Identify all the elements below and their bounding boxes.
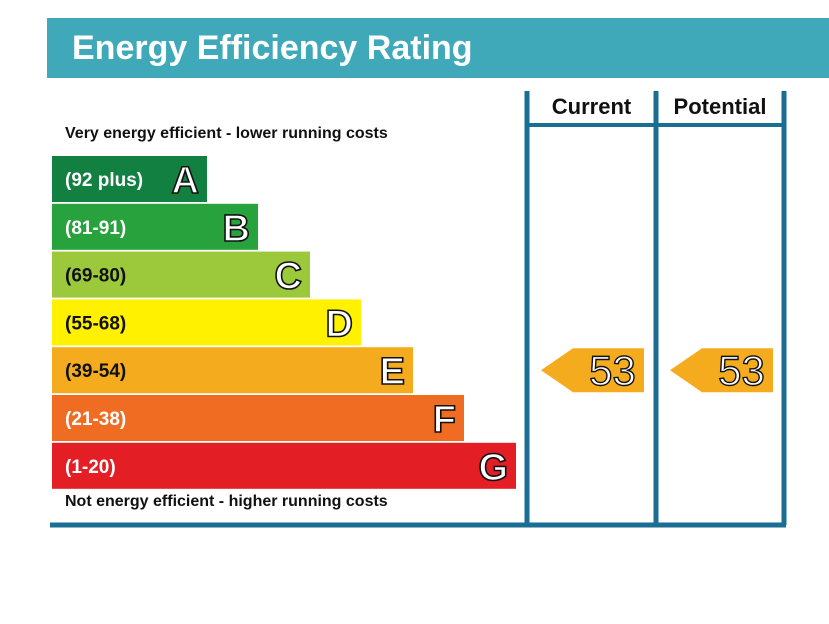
band-bar-b: [52, 203, 258, 250]
band-range-c: (69-80): [65, 266, 126, 287]
rating-value-current: 53: [589, 347, 636, 394]
band-letter-e: E: [380, 351, 405, 393]
rating-arrow-potential: [670, 348, 773, 393]
band-letter-c: C: [275, 256, 302, 298]
rating-arrow-current: [541, 348, 644, 393]
caption-efficient: Very energy efficient - lower running co…: [65, 125, 388, 142]
column-header-potential: Potential: [674, 94, 767, 119]
column-header-current: Current: [552, 94, 632, 119]
band-range-d: (55-68): [65, 313, 126, 334]
page-title: Energy Efficiency Rating: [72, 29, 473, 67]
band-range-g: (1-20): [65, 457, 116, 478]
band-letter-a: A: [172, 160, 199, 202]
band-bar-g: [52, 442, 516, 489]
band-bar-c: [52, 251, 310, 298]
rating-value-potential: 53: [718, 347, 765, 394]
band-bar-d: [52, 299, 361, 346]
band-bar-a: [52, 156, 207, 202]
band-letter-d: D: [326, 303, 353, 345]
band-range-f: (21-38): [65, 409, 126, 430]
caption-inefficient: Not energy efficient - higher running co…: [65, 493, 388, 510]
band-range-e: (39-54): [65, 361, 126, 382]
band-range-a: (92 plus): [65, 170, 143, 191]
band-letter-b: B: [223, 208, 250, 250]
band-range-b: (81-91): [65, 218, 126, 239]
band-bar-f: [52, 395, 464, 441]
band-letter-g: G: [478, 447, 508, 489]
band-bar-e: [52, 347, 413, 394]
header-bar: Energy Efficiency Rating: [47, 18, 829, 78]
band-letter-f: F: [433, 399, 456, 441]
